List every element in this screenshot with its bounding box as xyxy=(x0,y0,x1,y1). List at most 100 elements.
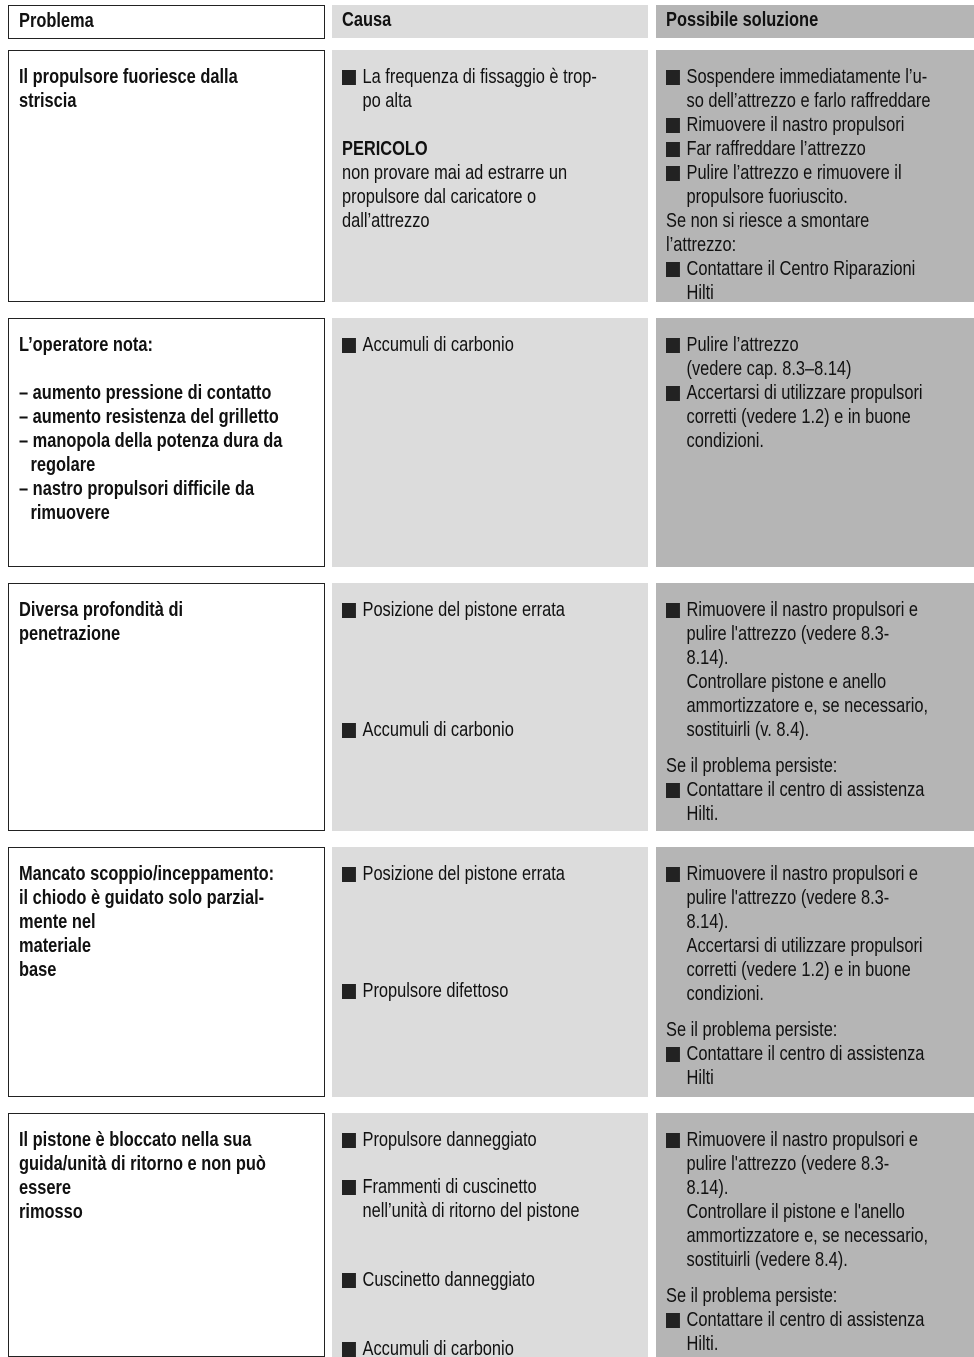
text-item: Se non si riesce a smontare l’attrezzo: xyxy=(666,209,969,257)
bullet-square xyxy=(666,603,680,618)
text-item: Il propulsore fuoriesce dalla striscia xyxy=(19,65,322,113)
text-line: 8.14). xyxy=(666,646,969,670)
text: pulire l'attrezzo (vedere 8.3- xyxy=(686,623,890,645)
text: po alta xyxy=(362,90,412,112)
list-item: – manopola della potenza dura da regolare xyxy=(19,429,322,477)
text: Hilti xyxy=(686,1067,714,1089)
text: ammortizzatore e, se necessario, xyxy=(686,695,929,717)
text: (vedere cap. 8.3–8.14) xyxy=(686,358,852,380)
text-line: Sospendere immediatamente l’u- xyxy=(666,65,969,89)
problema-content: Il propulsore fuoriesce dalla striscia xyxy=(19,65,322,113)
soluzione-content: Rimuovere il nastro propulsori e pulire l… xyxy=(666,1128,969,1356)
bullet-item: Far raffreddare l’attrezzo xyxy=(666,137,969,161)
bullet-square xyxy=(666,70,680,85)
text-line: Rimuovere il nastro propulsori e xyxy=(666,862,969,886)
text: penetrazione xyxy=(19,623,121,645)
text: regolare xyxy=(30,454,96,476)
text-line: condizioni. xyxy=(666,429,969,453)
text-line: so dell’attrezzo e farlo raffreddare xyxy=(666,89,969,113)
header-inner: Possibile soluzione xyxy=(666,8,969,32)
text: La frequenza di fissaggio è trop- xyxy=(362,66,597,88)
bullet-item: Rimuovere il nastro propulsori e pulire l… xyxy=(666,598,969,742)
text-line: propulsore fuoriuscito. xyxy=(666,185,969,209)
text: Contattare il Centro Riparazioni xyxy=(686,258,916,280)
text: corretti (vedere 1.2) e in buone xyxy=(686,959,911,981)
text: nell’unità di ritorno del pistone xyxy=(362,1200,580,1222)
causa-cell: Propulsore danneggiato Frammenti di cusci… xyxy=(332,1113,648,1357)
text-line: rimosso xyxy=(19,1200,322,1224)
bullet-item: Accumuli di carbonio xyxy=(342,718,645,742)
bullet-square xyxy=(342,1273,356,1288)
causa-content: Propulsore danneggiato Frammenti di cusci… xyxy=(342,1128,645,1357)
text-line: condizioni. xyxy=(666,982,969,1006)
header-text: Possibile soluzione xyxy=(666,9,819,31)
bullet-square xyxy=(666,386,680,401)
problema-content: L’operatore nota: – aumento pressione di … xyxy=(19,333,322,525)
bullet-item: Frammenti di cuscinetto nell’unità di rit… xyxy=(342,1175,645,1223)
text-line: Accumuli di carbonio xyxy=(342,1337,645,1357)
problema-cell: Diversa profondità di penetrazione xyxy=(8,583,325,831)
text: Accumuli di carbonio xyxy=(362,1338,514,1357)
text: propulsore fuoriuscito. xyxy=(686,186,848,208)
text: Controllare il pistone e l'anello xyxy=(686,1201,905,1223)
text: mente nel xyxy=(19,911,96,933)
text-line: sostituirli (v. 8.4). xyxy=(666,718,969,742)
header-cell: Problema xyxy=(8,5,325,39)
text-line: corretti (vedere 1.2) e in buone xyxy=(666,958,969,982)
text-line: Posizione del pistone errata xyxy=(342,598,645,622)
text: Se il problema persiste: xyxy=(666,1285,838,1307)
text: non provare mai ad estrarre un xyxy=(342,162,568,184)
text-line: L’operatore nota: xyxy=(19,333,322,357)
bullet-square xyxy=(666,166,680,181)
text: Se non si riesce a smontare xyxy=(666,210,870,232)
bullet-square xyxy=(666,1047,680,1062)
bullet-square xyxy=(342,723,356,738)
bullet-square xyxy=(342,338,356,353)
soluzione-cell: Rimuovere il nastro propulsori e pulire l… xyxy=(656,847,974,1097)
text: – aumento resistenza del grilletto xyxy=(19,406,279,428)
text-line: non provare mai ad estrarre un xyxy=(342,161,645,185)
text-line: l’attrezzo: xyxy=(666,233,969,257)
bullet-square xyxy=(666,338,680,353)
header-cell: Causa xyxy=(332,5,648,38)
bullet-square xyxy=(342,70,356,85)
bullet-item: Propulsore danneggiato xyxy=(342,1128,645,1152)
text-line: essere xyxy=(19,1176,322,1200)
text: Frammenti di cuscinetto xyxy=(362,1176,537,1198)
text-item: L’operatore nota: xyxy=(19,333,322,357)
text-line: guida/unità di ritorno e non può xyxy=(19,1152,322,1176)
text-line: Rimuovere il nastro propulsori e xyxy=(666,1128,969,1152)
text-line: nell’unità di ritorno del pistone xyxy=(342,1199,645,1223)
causa-cell: Posizione del pistone errata Accumuli di … xyxy=(332,583,648,831)
text-item: Se il problema persiste: xyxy=(666,1284,969,1308)
text: pulire l'attrezzo (vedere 8.3- xyxy=(686,887,890,909)
bullet-item: Pulire l’attrezzo (vedere cap. 8.3–8.14) xyxy=(666,333,969,381)
text-item: Il pistone è bloccato nella sua guida/uni… xyxy=(19,1128,322,1224)
text: Pulire l’attrezzo xyxy=(686,334,799,356)
text-line: Contattare il centro di assistenza xyxy=(666,1308,969,1332)
text-line: mente nel xyxy=(19,910,322,934)
text: – manopola della potenza dura da xyxy=(19,430,283,452)
text: Il propulsore fuoriesce dalla xyxy=(19,66,238,88)
text-line: Se non si riesce a smontare xyxy=(666,209,969,233)
bullet-item: Accertarsi di utilizzare propulsori corre… xyxy=(666,381,969,453)
soluzione-content: Rimuovere il nastro propulsori e pulire l… xyxy=(666,862,969,1090)
causa-content: Posizione del pistone errata Accumuli di … xyxy=(342,598,645,742)
text: Propulsore difettoso xyxy=(362,980,509,1002)
bullet-square xyxy=(342,1133,356,1148)
text-line: (vedere cap. 8.3–8.14) xyxy=(666,357,969,381)
bullet-item: Contattare il centro di assistenza Hilti. xyxy=(666,778,969,826)
text-line: po alta xyxy=(342,89,645,113)
text-line: Se il problema persiste: xyxy=(666,1284,969,1308)
bullet-item: Cuscinetto danneggiato xyxy=(342,1268,645,1292)
text: rimosso xyxy=(19,1201,83,1223)
text-line: Posizione del pistone errata xyxy=(342,862,645,886)
text-line: Accumuli di carbonio xyxy=(342,718,645,742)
text: striscia xyxy=(19,90,77,112)
text-line: Propulsore danneggiato xyxy=(342,1128,645,1152)
text: corretti (vedere 1.2) e in buone xyxy=(686,406,911,428)
bullet-item: Sospendere immediatamente l’u-so dell’at… xyxy=(666,65,969,113)
text: condizioni. xyxy=(686,983,765,1005)
text: dall’attrezzo xyxy=(342,210,430,232)
text: ammortizzatore e, se necessario, xyxy=(686,1225,929,1247)
